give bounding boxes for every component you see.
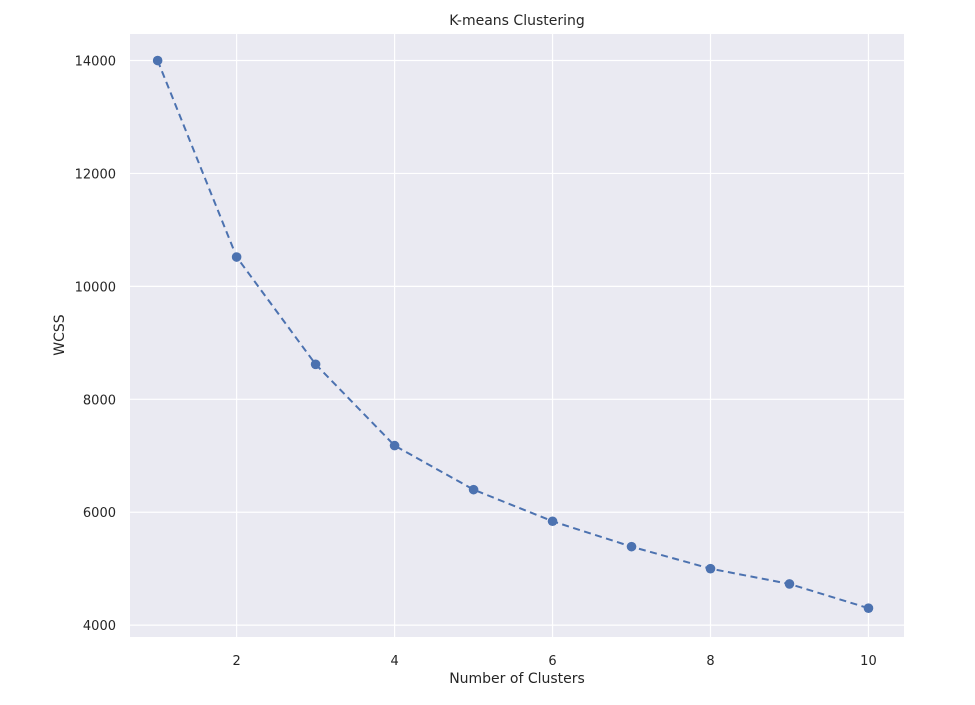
data-point — [547, 516, 558, 527]
x-tick-label: 4 — [390, 654, 398, 669]
tick-labels: 2 4 6 8 10 4000 6000 8000 10000 12000 14000 — [75, 55, 877, 669]
grid-lines — [130, 34, 904, 637]
data-point — [389, 440, 400, 451]
data-point — [231, 252, 242, 262]
y-axis-label: WCSS — [52, 314, 68, 356]
plot-area — [130, 34, 904, 637]
x-tick-label: 2 — [232, 654, 240, 669]
x-axis-label: Number of Clusters — [449, 671, 585, 687]
y-tick-label: 4000 — [83, 619, 116, 634]
y-tick-label: 8000 — [83, 393, 116, 408]
data-point — [784, 579, 795, 589]
data-point — [863, 603, 874, 614]
data-point — [152, 55, 163, 66]
series-layer — [152, 55, 874, 614]
y-tick-label: 12000 — [75, 167, 116, 182]
y-tick-label: 10000 — [75, 280, 116, 295]
data-point — [626, 541, 637, 552]
y-tick-label: 6000 — [83, 506, 116, 521]
x-tick-label: 6 — [548, 654, 556, 669]
x-tick-label: 10 — [860, 654, 877, 669]
chart-title: K-means Clustering — [449, 13, 585, 29]
data-point — [310, 359, 321, 370]
data-point — [705, 563, 716, 574]
x-tick-label: 8 — [706, 654, 714, 669]
y-tick-label: 14000 — [75, 55, 116, 70]
data-point — [468, 484, 479, 495]
series-line — [156, 60, 869, 610]
